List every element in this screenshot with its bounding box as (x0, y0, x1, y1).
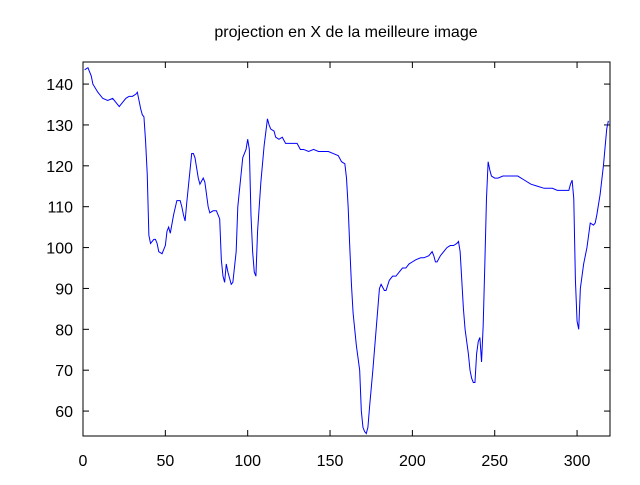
x-tick-label: 200 (399, 453, 426, 470)
y-tick-label: 90 (55, 281, 73, 298)
y-tick-label: 60 (55, 404, 73, 421)
x-tick-label: 300 (564, 453, 591, 470)
x-tick-label: 250 (481, 453, 508, 470)
y-tick-label: 100 (46, 241, 73, 258)
y-tick-label: 130 (46, 118, 73, 135)
data-line (84, 66, 609, 435)
y-tick-label: 140 (46, 77, 73, 94)
y-tick-label: 70 (55, 363, 73, 380)
chart-title: projection en X de la meilleure image (214, 24, 477, 41)
x-tick-label: 150 (317, 453, 344, 470)
x-tick-label: 50 (156, 453, 174, 470)
y-tick-label: 80 (55, 322, 73, 339)
x-tick-label: 100 (234, 453, 261, 470)
y-tick-label: 120 (46, 159, 73, 176)
plot-frame (82, 61, 611, 437)
y-tick-label: 110 (47, 200, 73, 217)
x-tick-label: 0 (79, 453, 88, 470)
